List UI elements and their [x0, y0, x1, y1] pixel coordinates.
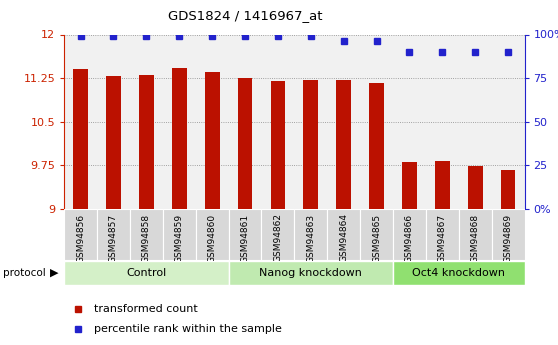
Bar — [295, 209, 327, 260]
Text: GSM94866: GSM94866 — [405, 214, 414, 263]
Text: percentile rank within the sample: percentile rank within the sample — [94, 324, 282, 334]
Bar — [393, 261, 525, 285]
Bar — [130, 209, 163, 260]
Text: GSM94858: GSM94858 — [142, 214, 151, 263]
Text: Nanog knockdown: Nanog knockdown — [259, 268, 362, 278]
Text: GSM94865: GSM94865 — [372, 214, 381, 263]
Bar — [172, 68, 187, 209]
Bar — [336, 80, 351, 209]
Bar — [163, 34, 196, 209]
Text: GSM94863: GSM94863 — [306, 214, 315, 263]
Bar — [139, 75, 154, 209]
Bar — [501, 170, 516, 209]
Bar — [360, 34, 393, 209]
Bar — [492, 34, 525, 209]
Bar — [360, 209, 393, 260]
Text: Control: Control — [126, 268, 166, 278]
Bar — [64, 209, 97, 260]
Bar — [271, 81, 285, 209]
Bar — [459, 34, 492, 209]
Bar — [262, 209, 295, 260]
Bar — [304, 80, 318, 209]
Bar — [196, 209, 229, 260]
Bar — [426, 34, 459, 209]
Text: ▶: ▶ — [50, 268, 59, 278]
Bar — [393, 34, 426, 209]
Bar — [369, 83, 384, 209]
Text: GSM94864: GSM94864 — [339, 214, 348, 263]
Text: GDS1824 / 1416967_at: GDS1824 / 1416967_at — [169, 9, 323, 22]
Bar — [435, 161, 450, 209]
Text: GSM94860: GSM94860 — [208, 214, 217, 263]
Bar — [229, 261, 393, 285]
Bar — [262, 34, 295, 209]
Text: Oct4 knockdown: Oct4 knockdown — [412, 268, 505, 278]
Bar — [97, 209, 130, 260]
Text: GSM94868: GSM94868 — [471, 214, 480, 263]
Text: transformed count: transformed count — [94, 304, 198, 314]
Text: GSM94867: GSM94867 — [438, 214, 447, 263]
Bar — [393, 209, 426, 260]
Bar — [402, 162, 417, 209]
Text: GSM94857: GSM94857 — [109, 214, 118, 263]
Bar — [196, 34, 229, 209]
Bar — [205, 72, 219, 209]
Bar — [64, 261, 229, 285]
Bar — [229, 209, 262, 260]
Bar — [163, 209, 196, 260]
Bar — [97, 34, 130, 209]
Bar — [130, 34, 163, 209]
Text: GSM94859: GSM94859 — [175, 214, 184, 263]
Bar — [468, 166, 483, 209]
Bar — [295, 34, 327, 209]
Text: GSM94861: GSM94861 — [240, 214, 249, 263]
Bar — [106, 76, 121, 209]
Bar — [459, 209, 492, 260]
Bar — [64, 34, 97, 209]
Bar — [426, 209, 459, 260]
Bar — [492, 209, 525, 260]
Text: protocol: protocol — [3, 268, 46, 278]
Bar — [73, 69, 88, 209]
Bar — [238, 78, 252, 209]
Bar — [327, 209, 360, 260]
Text: GSM94869: GSM94869 — [503, 214, 513, 263]
Text: GSM94862: GSM94862 — [273, 214, 282, 263]
Bar — [229, 34, 262, 209]
Text: GSM94856: GSM94856 — [76, 214, 85, 263]
Bar — [327, 34, 360, 209]
